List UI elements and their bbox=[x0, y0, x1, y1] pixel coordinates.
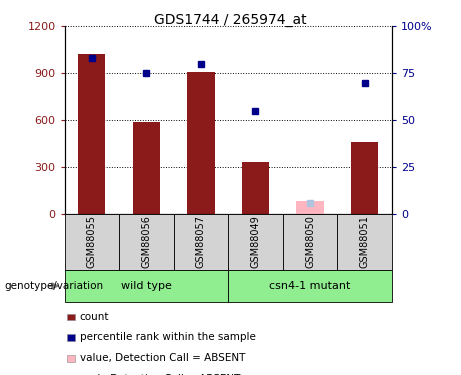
FancyBboxPatch shape bbox=[228, 214, 283, 270]
Bar bbox=[78, 54, 106, 214]
FancyBboxPatch shape bbox=[283, 214, 337, 270]
FancyBboxPatch shape bbox=[119, 214, 174, 270]
Bar bbox=[187, 72, 214, 214]
Bar bbox=[242, 162, 269, 214]
Text: count: count bbox=[80, 312, 109, 322]
Text: GDS1744 / 265974_at: GDS1744 / 265974_at bbox=[154, 13, 307, 27]
Text: rank, Detection Call = ABSENT: rank, Detection Call = ABSENT bbox=[80, 374, 240, 375]
Text: value, Detection Call = ABSENT: value, Detection Call = ABSENT bbox=[80, 353, 245, 363]
Bar bbox=[133, 122, 160, 214]
FancyBboxPatch shape bbox=[228, 270, 392, 302]
Text: wild type: wild type bbox=[121, 281, 172, 291]
Bar bbox=[351, 142, 378, 214]
FancyBboxPatch shape bbox=[65, 214, 119, 270]
Text: csn4-1 mutant: csn4-1 mutant bbox=[269, 281, 351, 291]
Text: GSM88049: GSM88049 bbox=[250, 216, 260, 268]
Text: genotype/variation: genotype/variation bbox=[5, 281, 104, 291]
Text: GSM88050: GSM88050 bbox=[305, 215, 315, 268]
Text: GSM88051: GSM88051 bbox=[360, 215, 370, 268]
FancyBboxPatch shape bbox=[65, 270, 228, 302]
Text: GSM88057: GSM88057 bbox=[196, 215, 206, 268]
FancyBboxPatch shape bbox=[337, 214, 392, 270]
Bar bbox=[296, 201, 324, 214]
Text: GSM88055: GSM88055 bbox=[87, 215, 97, 268]
Text: percentile rank within the sample: percentile rank within the sample bbox=[80, 333, 256, 342]
Text: GSM88056: GSM88056 bbox=[142, 215, 151, 268]
FancyBboxPatch shape bbox=[174, 214, 228, 270]
